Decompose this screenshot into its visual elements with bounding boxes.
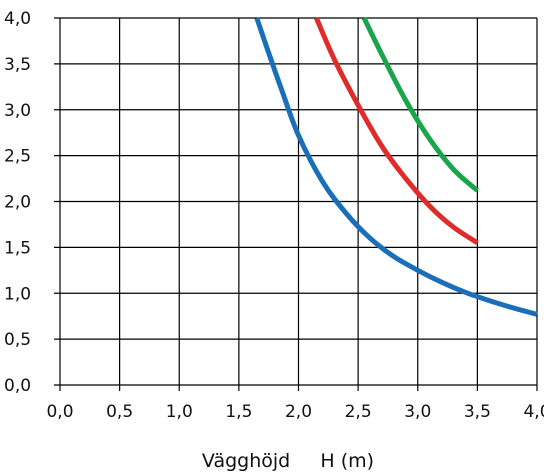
x-tick-label: 1,5 — [225, 402, 252, 422]
y-tick-label: 0,5 — [4, 330, 31, 350]
series-line-3 — [361, 16, 480, 193]
x-tick-label: 4,0 — [523, 402, 544, 422]
series-line-1 — [254, 17, 538, 317]
y-tick-labels: 0,0 0,5 1,0 1,5 2,0 2,5 3,0 3,5 4,0 — [4, 9, 31, 396]
series-group — [254, 16, 538, 317]
y-tick-label: 4,0 — [4, 9, 31, 29]
y-tick-label: 3,0 — [4, 101, 31, 121]
y-tick-label: 1,0 — [4, 284, 31, 304]
x-axis-label: Vägghöjd H (m) — [202, 450, 374, 472]
series-line-2 — [314, 17, 479, 245]
y-tick-label: 3,5 — [4, 55, 31, 75]
x-tick-labels: 0,0 0,5 1,0 1,5 2,0 2,5 3,0 3,5 4,0 — [46, 402, 544, 422]
x-tick-label: 2,0 — [285, 402, 312, 422]
grid — [54, 17, 538, 391]
x-tick-label: 2,5 — [345, 402, 372, 422]
y-tick-label: 2,0 — [4, 193, 31, 213]
x-tick-label: 0,0 — [46, 402, 73, 422]
x-tick-label: 3,5 — [464, 402, 491, 422]
y-tick-label: 0,0 — [4, 376, 31, 396]
x-tick-label: 3,0 — [404, 402, 431, 422]
y-tick-label: 1,5 — [4, 238, 31, 258]
x-tick-label: 0,5 — [106, 402, 133, 422]
x-tick-label: 1,0 — [166, 402, 193, 422]
y-tick-label: 2,5 — [4, 147, 31, 167]
